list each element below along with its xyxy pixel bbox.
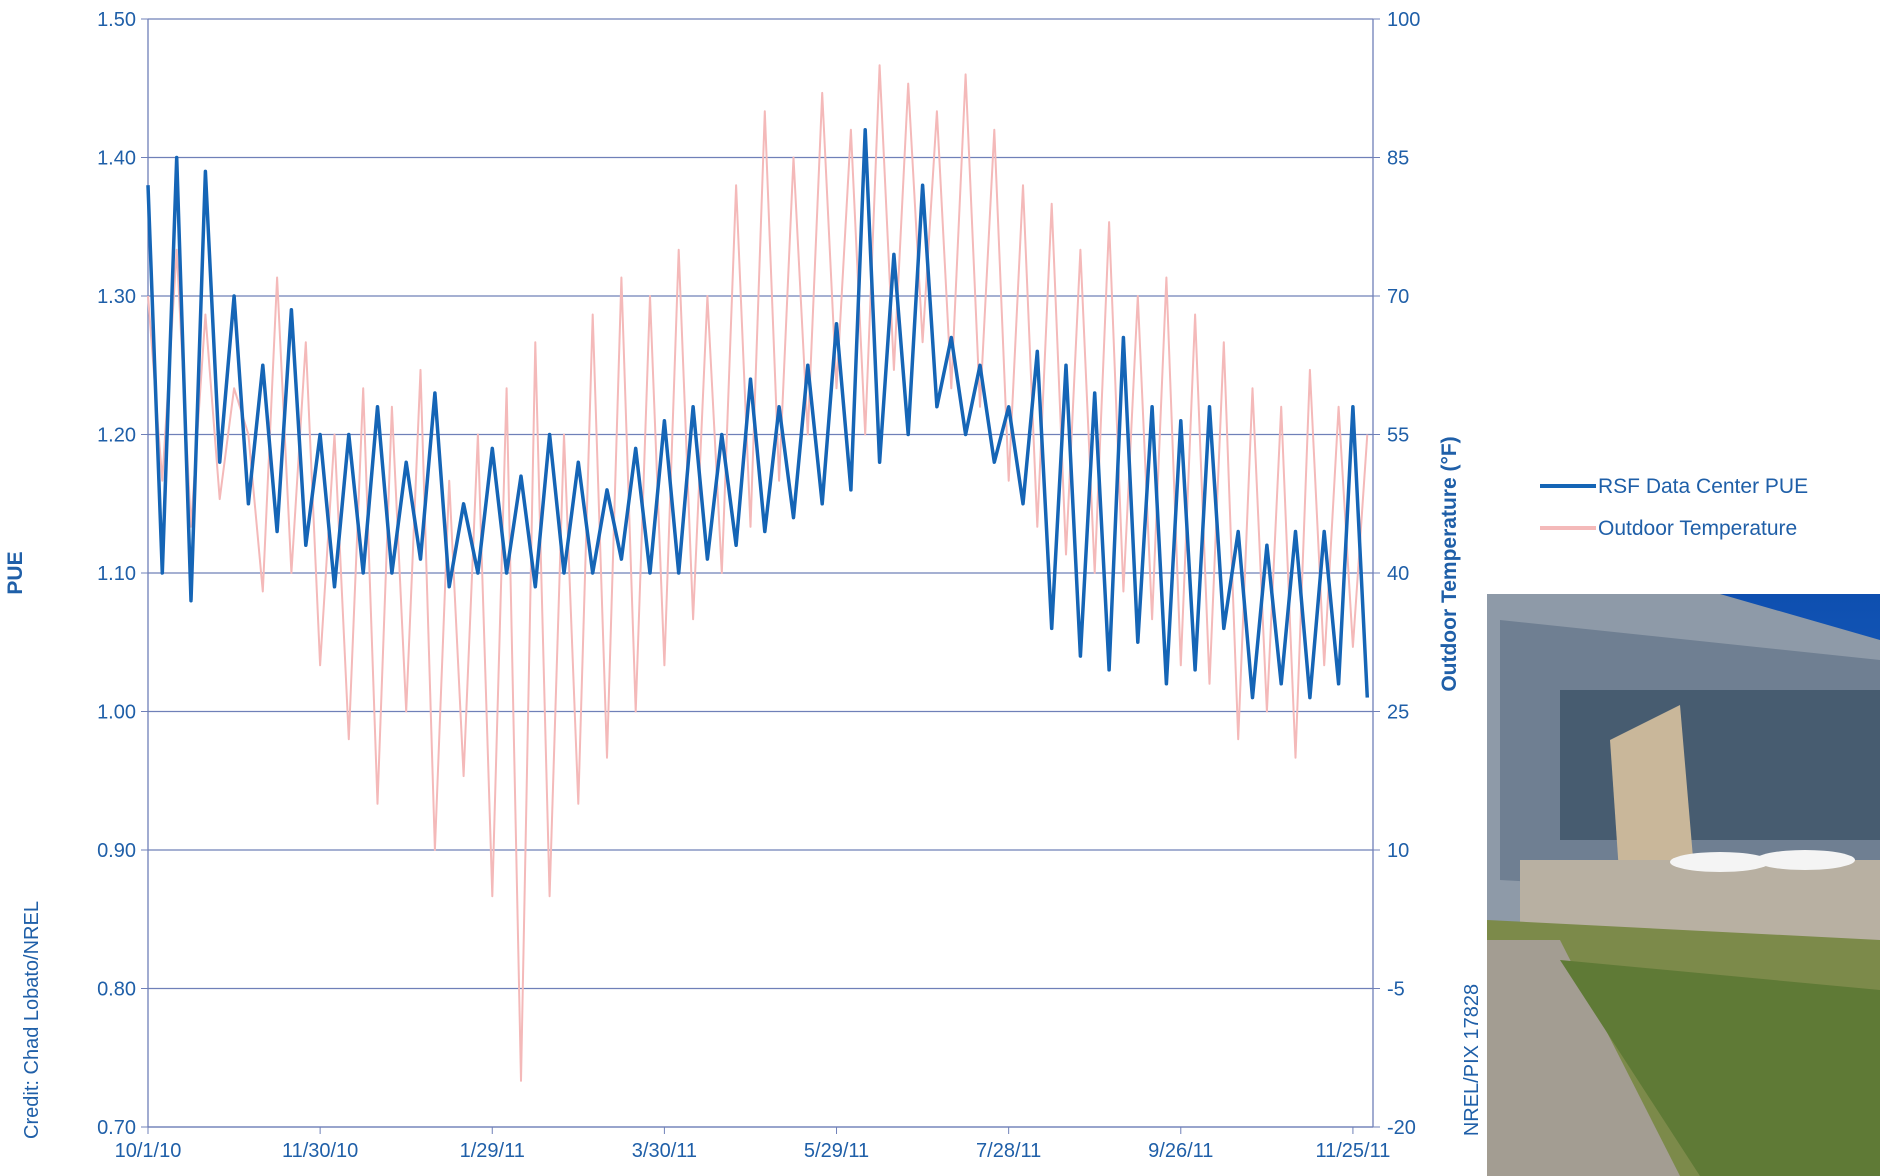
- y2-tick-label: 85: [1387, 148, 1409, 170]
- y2-tick-label: 40: [1387, 563, 1409, 585]
- y2-tick-label: 55: [1387, 425, 1409, 447]
- y-tick-label: 0.70: [97, 1117, 136, 1139]
- y2-tick-label: 70: [1387, 286, 1409, 308]
- legend-label: Outdoor Temperature: [1598, 517, 1797, 540]
- y2-tick-label: -20: [1387, 1117, 1416, 1139]
- y2-tick-label: 10: [1387, 840, 1409, 862]
- x-tick-label: 11/25/11: [1315, 1140, 1390, 1162]
- y-tick-label: 1.40: [97, 148, 136, 170]
- x-tick-label: 10/1/10: [115, 1140, 182, 1162]
- y-tick-label: 1.10: [97, 563, 136, 585]
- y-tick-label: 1.00: [97, 702, 136, 724]
- y-tick-label: 0.80: [97, 979, 136, 1001]
- y-tick-label: 0.90: [97, 840, 136, 862]
- series-line: [147, 64, 1369, 1082]
- y-tick-label: 1.20: [97, 425, 136, 447]
- series-line: [146, 128, 1370, 700]
- x-tick-label: 7/28/11: [976, 1140, 1041, 1162]
- y-axis-title: PUE: [4, 551, 27, 594]
- y2-axis-title: Outdoor Temperature (°F): [1438, 436, 1461, 691]
- y2-tick-label: 100: [1387, 9, 1420, 31]
- x-tick-label: 3/30/11: [632, 1140, 697, 1162]
- y2-tick-label: -5: [1387, 979, 1405, 1001]
- x-tick-label: 1/29/11: [460, 1140, 525, 1162]
- credit: Credit: Chad Lobato/NREL: [21, 901, 43, 1139]
- x-tick-label: 5/29/11: [804, 1140, 869, 1162]
- y-tick-label: 1.50: [97, 9, 136, 31]
- y2-tick-label: 25: [1387, 702, 1409, 724]
- y-tick-label: 1.30: [97, 286, 136, 308]
- photo: [1487, 594, 1880, 1176]
- photo-credit: NREL/PIX 17828: [1461, 984, 1483, 1136]
- x-tick-label: 9/26/11: [1148, 1140, 1213, 1162]
- legend-label: RSF Data Center PUE: [1598, 475, 1808, 498]
- x-tick-label: 11/30/10: [282, 1140, 358, 1162]
